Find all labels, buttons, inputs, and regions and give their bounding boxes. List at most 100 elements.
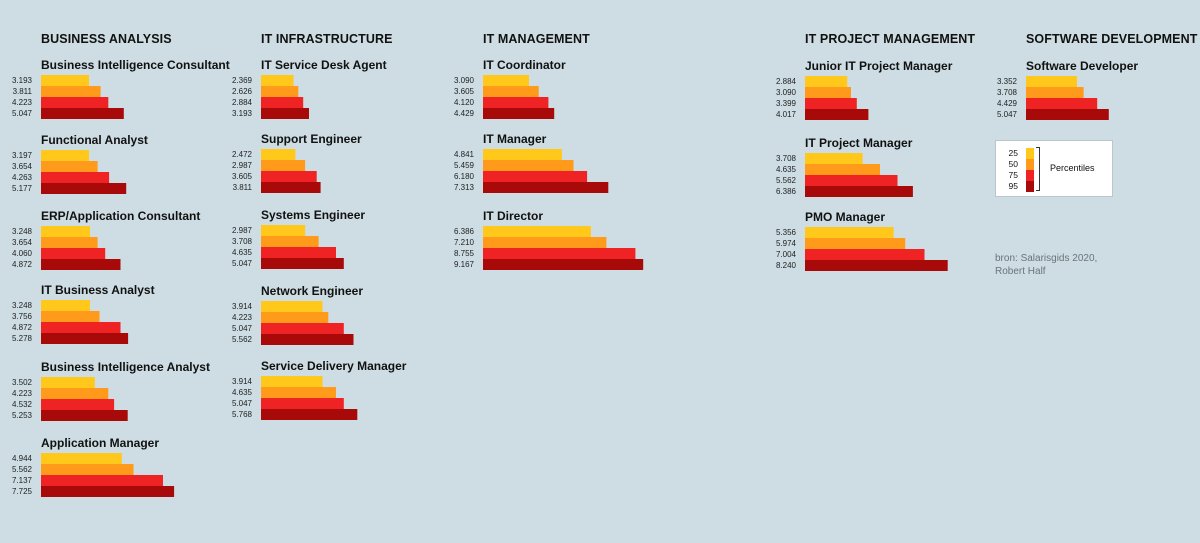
value-label-p95: 5.047 bbox=[997, 110, 1018, 119]
value-label-p25: 2.472 bbox=[232, 150, 253, 159]
bar-p50 bbox=[805, 238, 906, 249]
value-label-p95: 4.429 bbox=[454, 109, 475, 118]
value-label-p25: 6.386 bbox=[454, 227, 475, 236]
value-label-p75: 7.004 bbox=[776, 250, 797, 259]
role-title: IT Project Manager bbox=[805, 136, 913, 150]
bar-p95 bbox=[41, 486, 175, 497]
role-it-coordinator: IT Coordinator 3.090 3.605 4.120 4.429 bbox=[454, 58, 713, 124]
value-label-p95: 5.278 bbox=[12, 334, 33, 343]
bar-p75 bbox=[1026, 98, 1098, 109]
value-label-p50: 4.223 bbox=[12, 389, 33, 398]
role-title: Business Intelligence Analyst bbox=[41, 360, 210, 374]
legend: 25 50 75 95 Percentiles bbox=[995, 140, 1113, 197]
category-title-it-management: IT MANAGEMENT bbox=[483, 32, 590, 46]
bar-p25 bbox=[261, 225, 306, 236]
role-software-developer: Software Developer 3.352 3.708 4.429 5.047 bbox=[997, 59, 1200, 125]
legend-swatch-25 bbox=[1026, 148, 1034, 159]
value-label-p50: 3.708 bbox=[997, 88, 1018, 97]
bar-p75 bbox=[41, 399, 115, 410]
role-title: ERP/Application Consultant bbox=[41, 209, 201, 223]
value-label-p75: 4.120 bbox=[454, 98, 475, 107]
role-title: Service Delivery Manager bbox=[261, 359, 407, 373]
legend-label-75: 75 bbox=[1008, 170, 1018, 180]
value-label-p50: 3.654 bbox=[12, 238, 33, 247]
bar-group: 3.197 3.654 4.263 5.177 bbox=[12, 150, 127, 194]
bar-p95 bbox=[261, 334, 354, 345]
role-title: Functional Analyst bbox=[41, 133, 148, 147]
bar-group: 3.914 4.223 5.047 5.562 bbox=[232, 301, 354, 345]
role-title: Support Engineer bbox=[261, 132, 362, 146]
bar-p75 bbox=[805, 175, 898, 186]
role-application-manager: Application Manager 4.944 5.562 7.137 7.725 bbox=[12, 436, 271, 502]
value-label-p25: 3.248 bbox=[12, 301, 33, 310]
role-title: IT Coordinator bbox=[483, 58, 566, 72]
bar-group: 2.987 3.708 4.635 5.047 bbox=[232, 225, 344, 269]
source-note: bron: Salarisgids 2020, Robert Half bbox=[995, 253, 1098, 277]
value-label-p25: 2.987 bbox=[232, 226, 253, 235]
value-label-p95: 4.872 bbox=[12, 260, 33, 269]
bar-p25 bbox=[41, 377, 95, 388]
bar-p50 bbox=[41, 388, 109, 399]
bar-p25 bbox=[483, 75, 529, 86]
value-label-p25: 2.369 bbox=[232, 76, 253, 85]
value-label-p25: 3.914 bbox=[232, 377, 253, 386]
role-it-director: IT Director 6.386 7.210 8.755 9.167 bbox=[454, 209, 713, 275]
bar-p50 bbox=[483, 160, 574, 171]
value-label-p75: 3.605 bbox=[232, 172, 253, 181]
role-title: Application Manager bbox=[41, 436, 160, 450]
bar-group: 3.248 3.654 4.060 4.872 bbox=[12, 226, 121, 270]
bar-p25 bbox=[261, 376, 323, 387]
bar-p75 bbox=[483, 248, 636, 259]
value-label-p25: 4.944 bbox=[12, 454, 33, 463]
bar-p50 bbox=[41, 311, 100, 322]
bar-p50 bbox=[261, 160, 306, 171]
value-label-p75: 4.263 bbox=[12, 173, 33, 182]
value-label-p75: 4.060 bbox=[12, 249, 33, 258]
role-pmo-manager: PMO Manager 5.356 5.974 7.004 8.240 bbox=[776, 210, 1035, 276]
bar-p25 bbox=[41, 300, 90, 311]
value-label-p75: 5.047 bbox=[232, 324, 253, 333]
bar-p95 bbox=[261, 409, 358, 420]
bar-p50 bbox=[261, 312, 329, 323]
bar-p95 bbox=[261, 258, 344, 269]
bar-p25 bbox=[41, 226, 90, 237]
value-label-p75: 4.635 bbox=[232, 248, 253, 257]
bar-p75 bbox=[41, 172, 110, 183]
role-title: IT Service Desk Agent bbox=[261, 58, 387, 72]
bar-p75 bbox=[483, 97, 549, 108]
bar-group: 3.352 3.708 4.429 5.047 bbox=[997, 76, 1109, 120]
role-title: Junior IT Project Manager bbox=[805, 59, 953, 73]
bar-group: 3.248 3.756 4.872 5.278 bbox=[12, 300, 129, 344]
bar-p75 bbox=[805, 98, 857, 109]
bar-group: 3.193 3.811 4.223 5.047 bbox=[12, 75, 124, 119]
role-it-business-analyst: IT Business Analyst 3.248 3.756 4.872 5.278 bbox=[12, 283, 271, 349]
role-business-intelligence-consultant: Business Intelligence Consultant 3.193 3.8… bbox=[12, 58, 271, 124]
bar-p95 bbox=[483, 259, 644, 270]
bar-p75 bbox=[261, 247, 336, 258]
value-label-p95: 4.017 bbox=[776, 110, 797, 119]
category-title-it-project-management: IT PROJECT MANAGEMENT bbox=[805, 32, 976, 46]
bar-group: 2.369 2.626 2.884 3.193 bbox=[232, 75, 309, 119]
value-label-p75: 6.180 bbox=[454, 172, 475, 181]
bar-p50 bbox=[41, 161, 98, 172]
bar-p25 bbox=[41, 75, 89, 86]
value-label-p95: 9.167 bbox=[454, 260, 475, 269]
value-label-p50: 3.811 bbox=[13, 87, 33, 96]
value-label-p50: 2.626 bbox=[232, 87, 253, 96]
bar-p95 bbox=[805, 109, 869, 120]
role-title: IT Director bbox=[483, 209, 544, 223]
value-label-p50: 3.605 bbox=[454, 87, 475, 96]
value-label-p95: 8.240 bbox=[776, 261, 797, 270]
role-junior-it-project-manager: Junior IT Project Manager 2.884 3.090 3.399… bbox=[776, 59, 1035, 125]
value-label-p75: 4.223 bbox=[12, 98, 33, 107]
legend-swatch-95 bbox=[1026, 181, 1034, 192]
value-label-p75: 4.532 bbox=[12, 400, 33, 409]
bar-p95 bbox=[805, 186, 913, 197]
bar-group: 4.841 5.459 6.180 7.313 bbox=[454, 149, 609, 193]
role-title: Systems Engineer bbox=[261, 208, 366, 222]
value-label-p25: 3.248 bbox=[12, 227, 33, 236]
role-title: PMO Manager bbox=[805, 210, 886, 224]
value-label-p95: 3.193 bbox=[232, 109, 253, 118]
value-label-p25: 3.352 bbox=[997, 77, 1018, 86]
value-label-p95: 5.177 bbox=[12, 184, 33, 193]
